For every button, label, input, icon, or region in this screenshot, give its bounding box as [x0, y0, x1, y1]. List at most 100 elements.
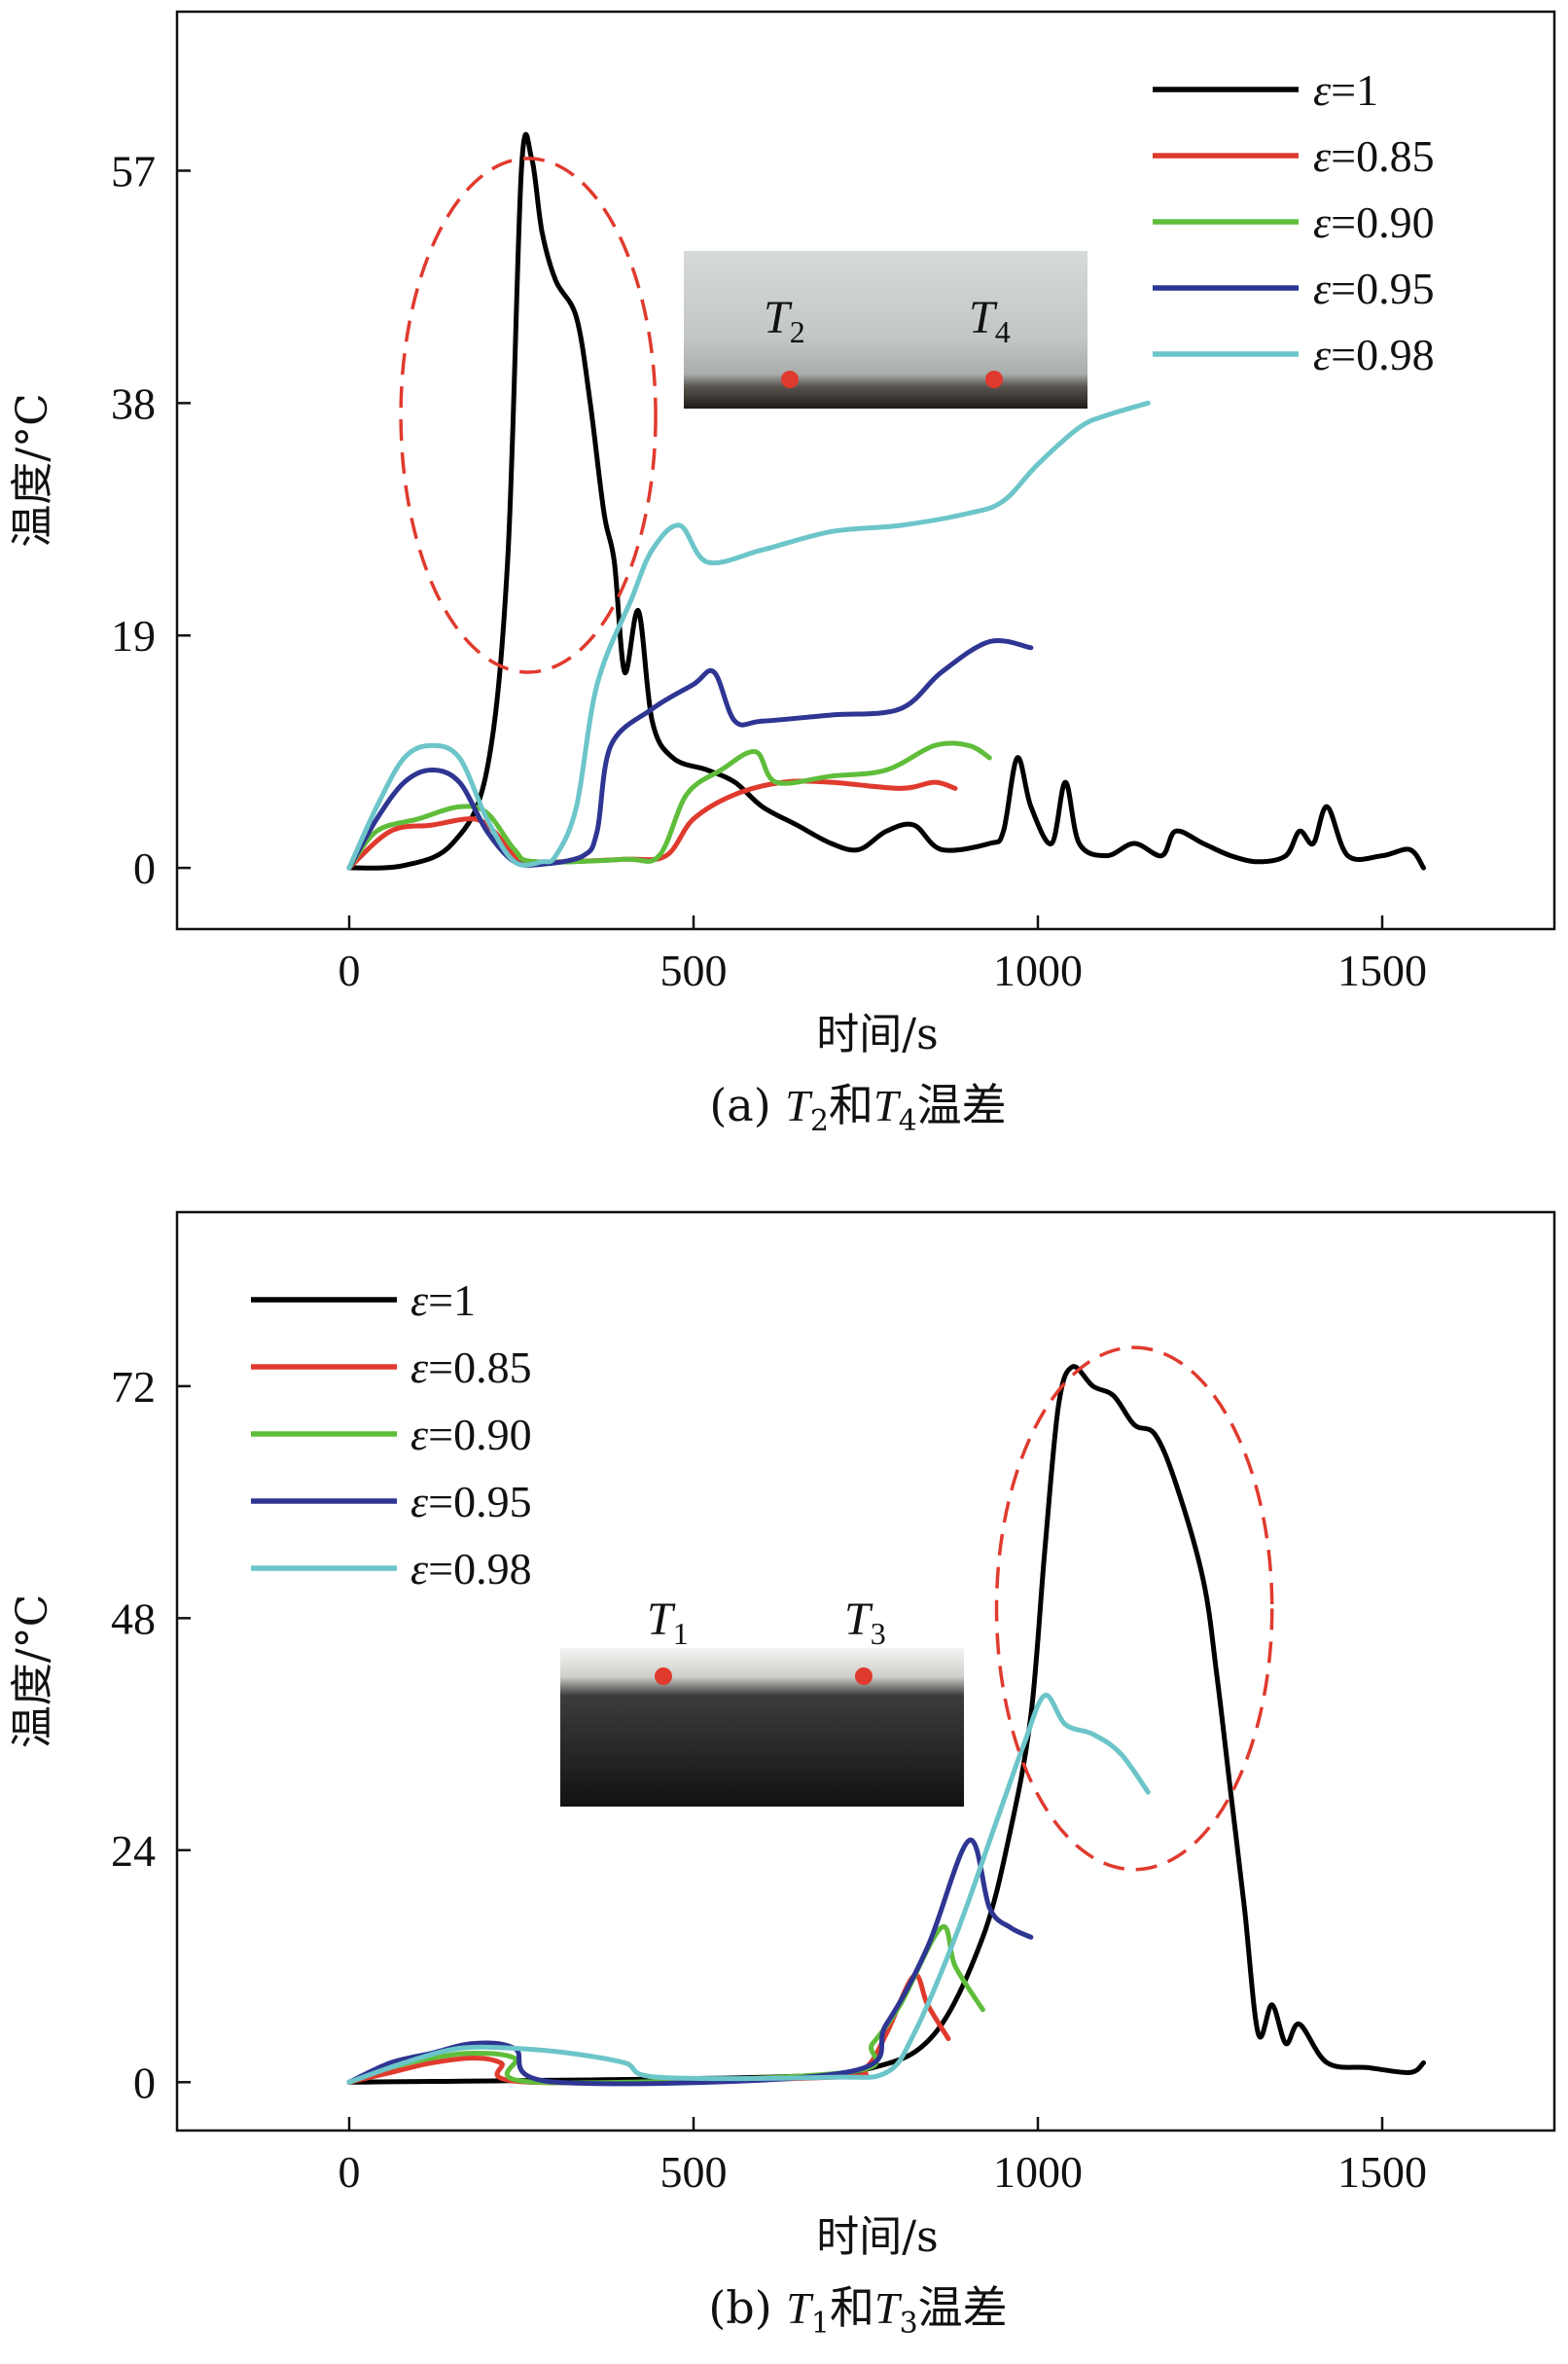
legend-label: ε=0.90	[1313, 197, 1435, 247]
highlight-ellipse	[399, 157, 658, 674]
legend-label: ε=0.95	[410, 1477, 532, 1526]
plot-frame	[175, 1210, 1556, 2132]
y-tick-label: 0	[133, 2058, 156, 2107]
legend-label: ε=0.98	[410, 1544, 532, 1594]
caption-suffix: 温差	[917, 1079, 1007, 1131]
legend-value: =0.95	[1331, 264, 1434, 313]
legend-epsilon: ε	[410, 1477, 429, 1526]
legend-label: ε=0.90	[410, 1410, 532, 1459]
series-line	[346, 740, 992, 871]
legend-value: =0.85	[428, 1343, 531, 1392]
y-tick-label: 0	[133, 843, 156, 893]
x-tick-label: 1500	[1337, 946, 1427, 995]
x-tick-label: 1500	[1337, 2147, 1427, 2197]
x-tick-label: 1000	[993, 2147, 1083, 2197]
plot-frame	[175, 10, 1556, 931]
sensor-label-sub: 4	[995, 314, 1011, 349]
caption-sub: 3	[900, 2307, 918, 2341]
x-tick-label: 0	[339, 2147, 361, 2197]
caption-sub: 2	[810, 1104, 829, 1138]
y-tick-label: 38	[111, 378, 156, 428]
legend-epsilon: ε	[410, 1275, 429, 1325]
legend-epsilon: ε	[1313, 197, 1332, 247]
legend-label: ε=0.85	[410, 1343, 532, 1392]
sensor-label-sub: 1	[673, 1616, 689, 1651]
sensor-label: T2	[764, 292, 805, 349]
caption-text: 和	[829, 1079, 873, 1131]
caption-prefix: (b)	[708, 2281, 786, 2334]
legend-epsilon: ε	[1313, 330, 1332, 379]
caption-sub: 1	[811, 2307, 830, 2341]
legend-value: =0.95	[428, 1477, 531, 1526]
caption-var: T	[785, 1081, 813, 1130]
y-tick-label: 19	[111, 611, 156, 661]
y-axis-title: 温度/°C	[8, 393, 57, 548]
legend-value: =0.98	[1331, 330, 1434, 379]
legend-epsilon: ε	[410, 1410, 429, 1459]
legend-value: =0.90	[1331, 197, 1434, 247]
sensor-label-var: T	[764, 292, 793, 343]
caption-sub: 4	[899, 1104, 917, 1138]
series-line	[346, 1972, 951, 2086]
legend-value: =1	[1331, 65, 1378, 115]
inset-photo: T2 T4	[684, 251, 1087, 409]
x-axis-title: 时间/s	[816, 1010, 938, 1059]
caption-var: T	[786, 2283, 814, 2333]
y-tick-label: 57	[111, 146, 156, 196]
y-tick-label: 48	[111, 1594, 156, 1643]
legend-epsilon: ε	[1313, 264, 1332, 313]
series-line	[346, 638, 1034, 871]
legend-value: =0.90	[428, 1410, 531, 1459]
inset-background	[684, 251, 1087, 409]
sensor-marker	[781, 371, 799, 388]
caption: (b) T1和T3温差	[708, 2281, 1007, 2341]
series-line	[346, 1364, 1426, 2085]
legend-label: ε=0.98	[1313, 330, 1435, 379]
inset-photo: T1 T3	[560, 1594, 964, 1807]
caption-suffix: 温差	[918, 2281, 1008, 2334]
caption-prefix: (a)	[709, 1079, 785, 1131]
caption: (a) T2和T4温差	[709, 1079, 1006, 1138]
x-tick-label: 0	[339, 946, 361, 995]
sensor-label-sub: 3	[871, 1616, 886, 1651]
sensor-label-var: T	[844, 1594, 873, 1645]
sensor-label-var: T	[969, 292, 998, 343]
legend-epsilon: ε	[1313, 65, 1332, 115]
inset-background	[560, 1648, 964, 1807]
sensor-label: T3	[844, 1594, 886, 1651]
x-axis-title: 时间/s	[816, 2212, 938, 2262]
caption-var: T	[873, 1081, 902, 1130]
legend-label: ε=0.95	[1313, 264, 1435, 313]
x-tick-label: 500	[660, 2147, 728, 2197]
legend-value: =1	[428, 1275, 476, 1325]
sensor-label-sub: 2	[790, 314, 805, 349]
sensor-label: T4	[969, 292, 1011, 349]
legend-label: ε=0.85	[1313, 131, 1435, 181]
legend-label: ε=1	[1313, 65, 1378, 115]
x-tick-label: 1000	[993, 946, 1083, 995]
y-tick-label: 72	[111, 1362, 156, 1412]
sensor-marker	[985, 371, 1003, 388]
sensor-label: T1	[647, 1594, 689, 1651]
sensor-marker	[855, 1667, 873, 1685]
sensor-label-var: T	[647, 1594, 676, 1645]
legend-epsilon: ε	[410, 1544, 429, 1594]
caption-var: T	[874, 2283, 903, 2333]
legend-label: ε=1	[410, 1275, 476, 1325]
y-axis-title: 温度/°C	[8, 1594, 57, 1749]
legend-value: =0.85	[1331, 131, 1434, 181]
legend-epsilon: ε	[1313, 131, 1332, 181]
x-tick-label: 500	[660, 946, 728, 995]
y-tick-label: 24	[111, 1826, 156, 1876]
series-line	[346, 400, 1151, 871]
caption-text: 和	[830, 2281, 874, 2334]
sensor-marker	[655, 1667, 672, 1685]
legend-value: =0.98	[428, 1544, 531, 1594]
series-line	[346, 1693, 1151, 2085]
series-line	[346, 131, 1426, 871]
highlight-ellipse	[994, 1345, 1274, 1872]
legend-epsilon: ε	[410, 1343, 429, 1392]
